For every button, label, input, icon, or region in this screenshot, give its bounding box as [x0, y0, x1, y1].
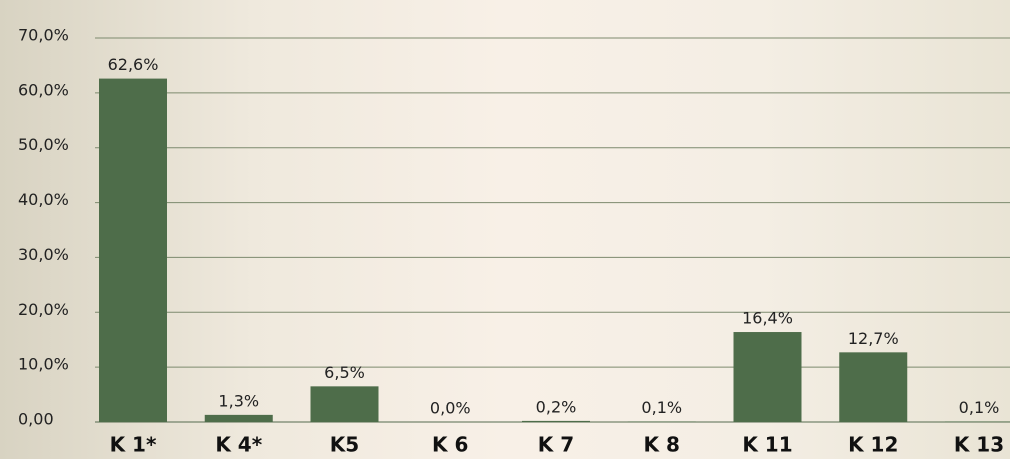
x-tick-label: K 4*: [215, 433, 262, 457]
value-label: 6,5%: [324, 363, 365, 382]
value-label: 0,1%: [959, 398, 1000, 417]
value-label: 16,4%: [742, 309, 793, 328]
value-label: 0,0%: [430, 399, 471, 418]
bar: [99, 78, 167, 422]
bar: [627, 421, 696, 422]
y-tick-label: 30,0%: [18, 245, 69, 264]
bar: [204, 414, 273, 422]
x-tick-label: K 7: [538, 433, 574, 457]
x-tick-label: K 6: [432, 433, 468, 457]
y-tick-label: 20,0%: [18, 300, 69, 319]
x-tick-label: K 12: [848, 433, 898, 457]
y-tick-label: 10,0%: [18, 355, 69, 374]
y-tick-label: 50,0%: [18, 135, 69, 154]
bar: [839, 352, 908, 422]
y-tick-label: 60,0%: [18, 80, 69, 99]
value-label: 0,1%: [641, 398, 682, 417]
y-tick-label: 70,0%: [18, 26, 69, 45]
value-label: 1,3%: [218, 391, 259, 410]
y-tick-label: 0,00: [18, 410, 54, 429]
value-label: 62,6%: [108, 55, 159, 74]
bar: [310, 386, 379, 422]
x-tick-label: K 1*: [110, 433, 157, 457]
y-tick-label: 40,0%: [18, 190, 69, 209]
x-tick-label: K 8: [644, 433, 680, 457]
bar: [522, 420, 590, 422]
bar: [733, 332, 802, 422]
x-tick-label: K 13: [954, 433, 1004, 457]
x-tick-label: K5: [330, 433, 359, 457]
x-tick-label: K 11: [742, 433, 792, 457]
bar: [945, 421, 1010, 422]
value-label: 0,2%: [536, 397, 577, 416]
value-label: 12,7%: [848, 329, 899, 348]
